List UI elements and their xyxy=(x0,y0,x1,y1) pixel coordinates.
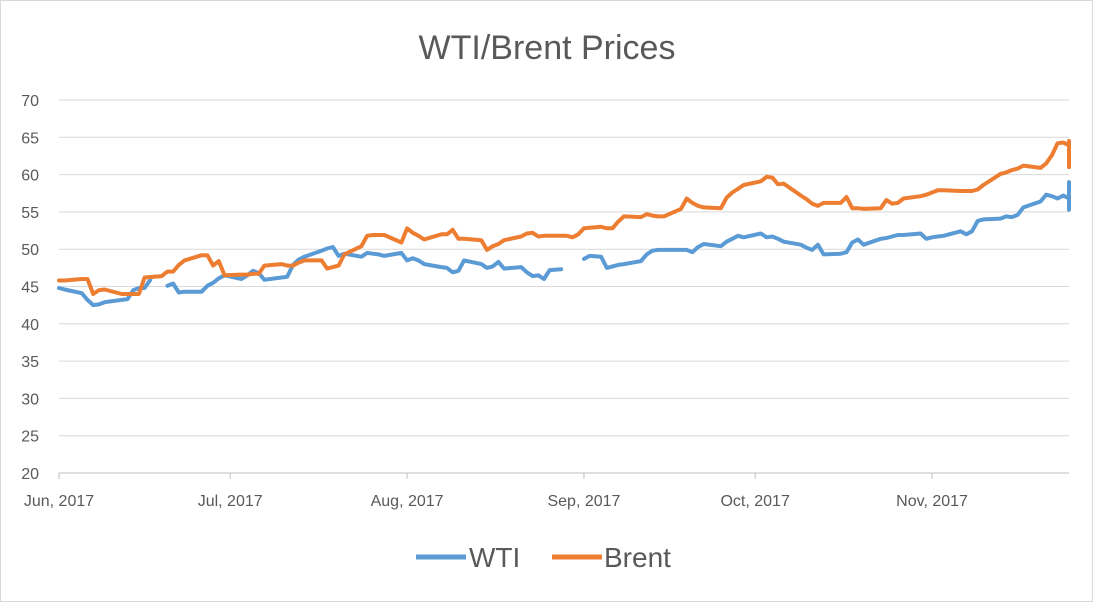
y-tick-label: 65 xyxy=(21,130,39,147)
y-axis-ticks: 20 25 30 35 40 45 50 55 60 65 70 xyxy=(21,93,39,483)
legend-label-wti: WTI xyxy=(469,542,520,573)
series-line-wti-segment-3 xyxy=(582,188,1071,270)
series-lines xyxy=(57,139,1071,308)
y-tick-label: 55 xyxy=(21,205,39,222)
y-tick-label: 50 xyxy=(21,242,39,259)
y-tick-label: 20 xyxy=(21,466,39,483)
x-tick-label: Sep, 2017 xyxy=(547,493,620,510)
x-tick-label: Nov, 2017 xyxy=(896,493,968,510)
chart-title: WTI/Brent Prices xyxy=(419,29,676,67)
y-tick-label: 45 xyxy=(21,280,39,297)
x-tick-label: Jun, 2017 xyxy=(24,493,94,510)
legend-label-brent: Brent xyxy=(604,542,671,573)
x-tick-label: Jul, 2017 xyxy=(198,493,263,510)
x-axis: Jun, 2017 Jul, 2017 Aug, 2017 Sep, 2017 Oct,… xyxy=(24,473,968,510)
series-line-brent-segment-1 xyxy=(57,139,1071,296)
y-tick-label: 35 xyxy=(21,354,39,371)
gridlines xyxy=(59,99,1069,474)
y-tick-label: 25 xyxy=(21,429,39,446)
y-tick-label: 30 xyxy=(21,391,39,408)
legend: WTI Brent xyxy=(416,542,671,573)
series-line-wti-segment-2 xyxy=(165,245,564,295)
x-tick-label: Oct, 2017 xyxy=(720,493,789,510)
y-tick-label: 70 xyxy=(21,93,39,110)
y-tick-label: 60 xyxy=(21,168,39,185)
y-tick-label: 40 xyxy=(21,317,39,334)
x-tick-label: Aug, 2017 xyxy=(371,493,444,510)
